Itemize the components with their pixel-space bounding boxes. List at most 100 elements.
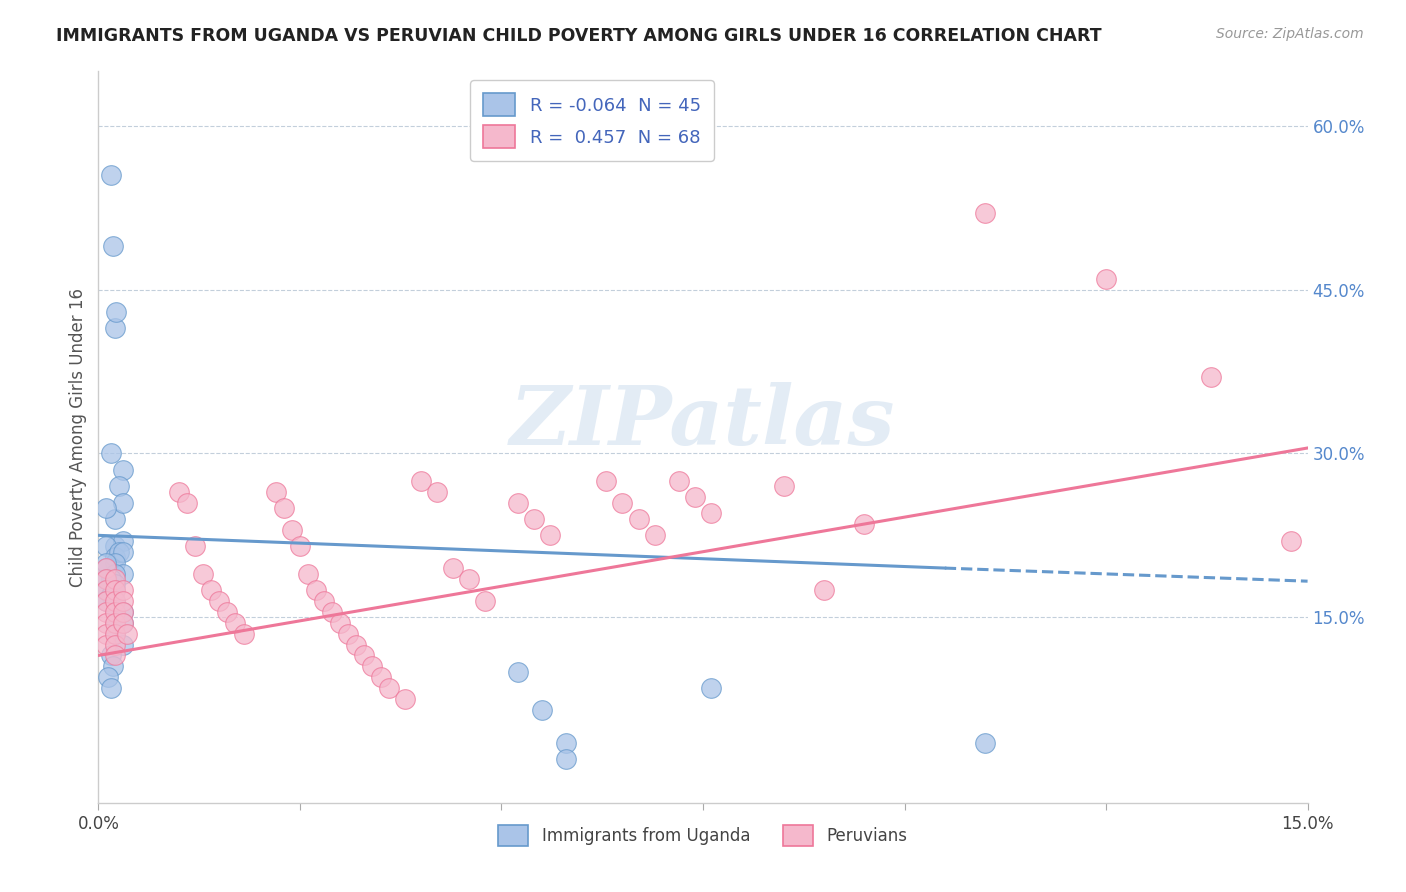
Point xyxy=(111,533,134,548)
Point xyxy=(974,736,997,750)
Point xyxy=(105,304,128,318)
Point xyxy=(103,321,125,335)
Point xyxy=(100,588,122,602)
Point xyxy=(232,626,254,640)
Point xyxy=(103,566,125,581)
Point xyxy=(523,512,546,526)
Point xyxy=(176,495,198,509)
Point xyxy=(100,572,122,586)
Point xyxy=(96,539,118,553)
Point xyxy=(103,615,125,630)
Point xyxy=(1095,272,1118,286)
Point xyxy=(281,523,304,537)
Point xyxy=(103,582,125,597)
Point xyxy=(111,582,134,597)
Point xyxy=(111,615,134,630)
Text: ZIPatlas: ZIPatlas xyxy=(510,383,896,462)
Point xyxy=(103,615,125,630)
Point xyxy=(111,594,134,608)
Point xyxy=(184,539,207,553)
Point xyxy=(264,484,287,499)
Point xyxy=(627,512,650,526)
Text: IMMIGRANTS FROM UGANDA VS PERUVIAN CHILD POVERTY AMONG GIRLS UNDER 16 CORRELATIO: IMMIGRANTS FROM UGANDA VS PERUVIAN CHILD… xyxy=(56,27,1102,45)
Point xyxy=(96,501,118,516)
Point xyxy=(101,659,124,673)
Point xyxy=(426,484,449,499)
Point xyxy=(103,539,125,553)
Point xyxy=(409,474,432,488)
Point xyxy=(644,528,666,542)
Point xyxy=(96,626,118,640)
Point xyxy=(107,545,129,559)
Y-axis label: Child Poverty Among Girls Under 16: Child Poverty Among Girls Under 16 xyxy=(69,287,87,587)
Point xyxy=(115,626,138,640)
Point xyxy=(103,648,125,663)
Point xyxy=(111,638,134,652)
Point xyxy=(394,692,416,706)
Point xyxy=(506,495,529,509)
Point xyxy=(337,626,360,640)
Point xyxy=(96,582,118,597)
Point xyxy=(224,615,246,630)
Point xyxy=(474,594,496,608)
Point xyxy=(103,594,125,608)
Point xyxy=(96,594,118,608)
Point xyxy=(100,648,122,663)
Point xyxy=(103,572,125,586)
Point xyxy=(361,659,384,673)
Point xyxy=(193,566,215,581)
Point xyxy=(974,206,997,220)
Point xyxy=(103,605,125,619)
Point xyxy=(96,572,118,586)
Point xyxy=(111,495,134,509)
Point xyxy=(97,670,120,684)
Point xyxy=(1281,533,1303,548)
Point xyxy=(111,545,134,559)
Point xyxy=(96,561,118,575)
Point xyxy=(208,594,231,608)
Point xyxy=(96,582,118,597)
Point xyxy=(100,681,122,695)
Point xyxy=(103,638,125,652)
Point xyxy=(111,566,134,581)
Legend: Immigrants from Uganda, Peruvians: Immigrants from Uganda, Peruvians xyxy=(492,818,914,853)
Point xyxy=(530,703,553,717)
Point xyxy=(772,479,794,493)
Point xyxy=(103,626,125,640)
Point xyxy=(103,577,125,591)
Point xyxy=(103,512,125,526)
Point xyxy=(96,615,118,630)
Point xyxy=(353,648,375,663)
Point xyxy=(612,495,634,509)
Point xyxy=(96,638,118,652)
Point xyxy=(100,446,122,460)
Point xyxy=(103,594,125,608)
Point xyxy=(853,517,876,532)
Point xyxy=(107,479,129,493)
Point xyxy=(377,681,399,695)
Point xyxy=(321,605,343,619)
Point xyxy=(458,572,481,586)
Point xyxy=(96,572,118,586)
Point xyxy=(111,605,134,619)
Point xyxy=(370,670,392,684)
Point xyxy=(506,665,529,679)
Point xyxy=(344,638,367,652)
Point xyxy=(96,605,118,619)
Point xyxy=(103,605,125,619)
Point xyxy=(96,556,118,570)
Point xyxy=(305,582,328,597)
Point xyxy=(103,582,125,597)
Point xyxy=(111,605,134,619)
Point xyxy=(329,615,352,630)
Point xyxy=(441,561,464,575)
Point xyxy=(700,681,723,695)
Point xyxy=(96,561,118,575)
Point xyxy=(103,556,125,570)
Point xyxy=(683,490,706,504)
Point xyxy=(595,474,617,488)
Point xyxy=(1199,370,1222,384)
Point xyxy=(813,582,835,597)
Point xyxy=(668,474,690,488)
Point xyxy=(103,550,125,565)
